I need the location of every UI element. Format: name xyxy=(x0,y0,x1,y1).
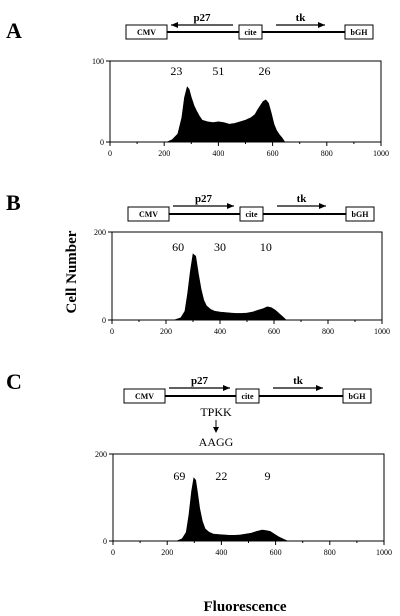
panel-letter: A xyxy=(6,18,22,43)
element-box-cite xyxy=(235,388,260,404)
arrowhead xyxy=(223,385,230,391)
gene-label-p27: p27 xyxy=(193,12,211,24)
y-tick-label: 0 xyxy=(102,316,106,325)
percent-label: 51 xyxy=(212,64,224,78)
y-tick-label: 200 xyxy=(95,450,107,459)
histogram-area xyxy=(176,477,288,542)
histogram-area xyxy=(174,253,287,321)
x-tick-label: 200 xyxy=(158,149,170,158)
percent-label: 60 xyxy=(172,240,184,254)
panel-a: A CMV cite bGH p27 tk xyxy=(6,12,374,43)
element-box-bgh xyxy=(345,206,375,222)
element-box-cite xyxy=(238,24,263,40)
construct-diagram: CMV cite bGH p27 tk xyxy=(123,375,372,404)
x-tick-label: 400 xyxy=(215,548,227,557)
element-label-cmv: CMV xyxy=(135,392,154,401)
arrowhead xyxy=(171,22,178,28)
gene-label-p27: p27 xyxy=(195,193,213,205)
plot-frame xyxy=(112,453,385,542)
percent-label: 22 xyxy=(215,469,227,483)
element-box-cmv xyxy=(125,24,168,40)
x-tick-label: 600 xyxy=(270,548,282,557)
x-tick-label: 0 xyxy=(108,149,112,158)
y-tick-label: 0 xyxy=(100,138,104,147)
panel-c: C CMV cite bGH p27 tk TPKK AAGG xyxy=(6,369,372,449)
percent-label: 30 xyxy=(214,240,226,254)
element-box-bgh xyxy=(344,24,374,40)
x-tick-label: 400 xyxy=(214,327,226,336)
x-tick-label: 800 xyxy=(321,149,333,158)
x-tick-label: 200 xyxy=(160,327,172,336)
x-tick-label: 1000 xyxy=(373,149,389,158)
construct-diagram: CMV cite bGH p27 tk xyxy=(125,12,374,40)
gene-label-p27: p27 xyxy=(191,375,209,387)
element-label-bgh: bGH xyxy=(349,392,367,401)
percent-label: 26 xyxy=(258,64,270,78)
histogram-1: 0 200 400 600 800 1000 0 100 23 51 26 xyxy=(92,57,389,158)
x-tick-label: 800 xyxy=(324,548,336,557)
panel-b: B CMV cite bGH p27 tk xyxy=(6,190,375,222)
element-label-bgh: bGH xyxy=(351,28,369,37)
element-label-bgh: bGH xyxy=(352,210,370,219)
y-tick-label: 0 xyxy=(103,537,107,546)
element-label-cite: cite xyxy=(245,28,257,37)
element-label-cmv: CMV xyxy=(137,28,156,37)
x-tick-label: 0 xyxy=(110,327,114,336)
x-tick-label: 200 xyxy=(161,548,173,557)
x-tick-label: 1000 xyxy=(374,327,390,336)
arrowhead xyxy=(213,427,219,433)
x-tick-label: 800 xyxy=(322,327,334,336)
mutation-original: TPKK xyxy=(200,405,232,419)
arrowhead xyxy=(318,22,325,28)
percent-label: 23 xyxy=(170,64,182,78)
percent-label: 69 xyxy=(173,469,185,483)
y-tick-label: 200 xyxy=(94,228,106,237)
plot-frame xyxy=(111,231,383,321)
mutation-replacement: AAGG xyxy=(199,435,234,449)
histogram-2: 0 200 400 600 800 1000 0 200 60 30 10 xyxy=(94,228,390,336)
arrowhead xyxy=(319,203,326,209)
x-tick-label: 0 xyxy=(111,548,115,557)
gene-label-tk: tk xyxy=(293,375,304,387)
arrowhead xyxy=(316,385,323,391)
x-tick-label: 1000 xyxy=(376,548,392,557)
x-axis-title: Fluorescence xyxy=(203,599,286,615)
y-tick-label: 100 xyxy=(92,57,104,66)
panel-letter: B xyxy=(6,190,21,215)
element-box-cite xyxy=(239,206,264,222)
element-label-cite: cite xyxy=(246,210,258,219)
element-label-cmv: CMV xyxy=(139,210,158,219)
x-tick-label: 600 xyxy=(267,149,279,158)
element-box-cmv xyxy=(127,206,170,222)
gene-label-tk: tk xyxy=(296,12,307,24)
y-axis-title: Cell Number xyxy=(64,230,80,313)
percent-label: 10 xyxy=(260,240,272,254)
histogram-3: 0 200 400 600 800 1000 0 200 69 22 9 xyxy=(95,450,392,557)
arrowhead xyxy=(227,203,234,209)
element-box-bgh xyxy=(342,388,372,404)
gene-label-tk: tk xyxy=(297,193,308,205)
x-tick-label: 400 xyxy=(212,149,224,158)
panel-letter: C xyxy=(6,369,22,394)
element-label-cite: cite xyxy=(242,392,254,401)
element-box-cmv xyxy=(123,388,166,404)
percent-label: 9 xyxy=(264,469,270,483)
histogram-area xyxy=(166,86,286,143)
construct-diagram: CMV cite bGH p27 tk xyxy=(127,193,375,222)
x-tick-label: 600 xyxy=(268,327,280,336)
